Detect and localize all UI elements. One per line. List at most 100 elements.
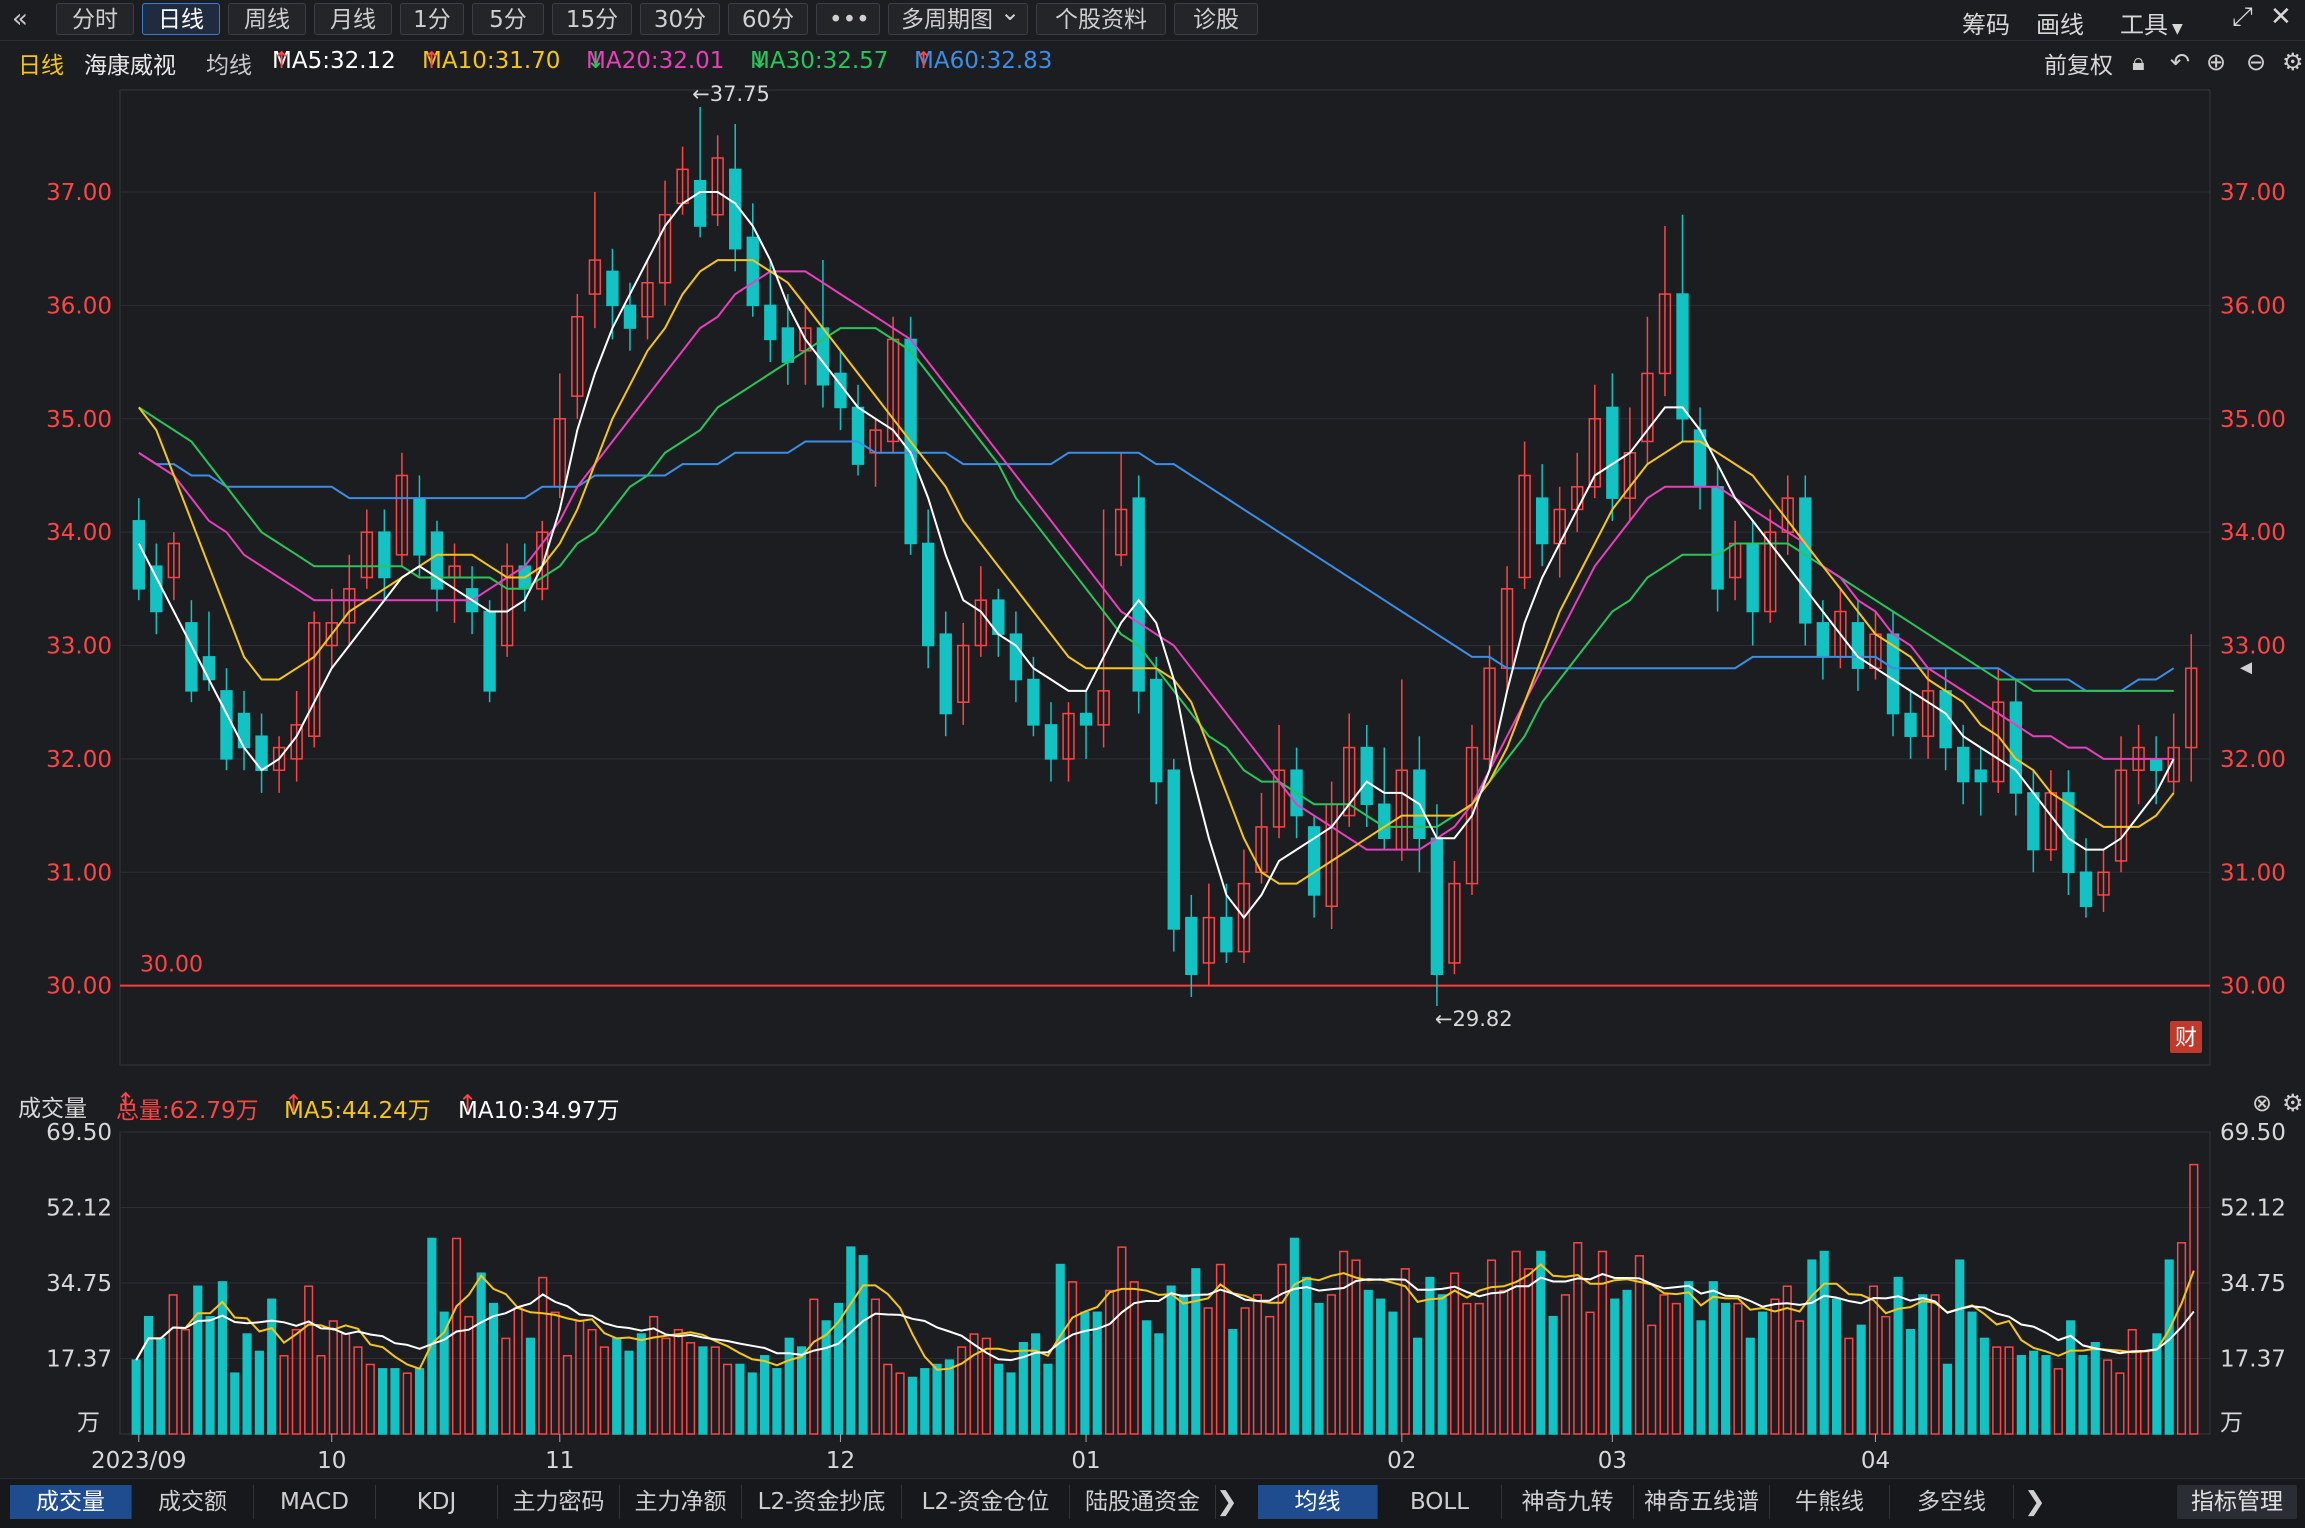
volume-bar (2115, 1372, 2125, 1435)
volume-bar (759, 1355, 770, 1435)
volume-bar (920, 1368, 930, 1435)
period-label: 日线 (18, 53, 64, 79)
candle-body (1114, 508, 1128, 556)
overlay-tab-5[interactable]: 多空线 (1890, 1485, 2014, 1519)
indicator-tab-2[interactable]: MACD (254, 1485, 376, 1519)
chevron-right-icon[interactable]: ❯ (1216, 1487, 1238, 1517)
candle-body (2149, 758, 2163, 771)
candle-body (2097, 871, 2110, 896)
y-tick-left: 37.00 (46, 180, 112, 206)
indicator-tab-4[interactable]: 主力密码 (498, 1485, 620, 1519)
candle-body (1185, 916, 1198, 976)
current-price-marker-icon (2240, 662, 2252, 675)
double-chevron-left-icon[interactable]: « (12, 4, 28, 34)
price-chart[interactable]: 37.00 37.00 36.00 36.00 35.00 35.00 34.00 34.00… (0, 80, 2305, 1085)
volume-bar (858, 1255, 868, 1435)
tools-button[interactable]: 工具 ▼ (2120, 5, 2183, 40)
undo-icon[interactable]: ↶ (2170, 48, 2191, 76)
candle-body (1974, 769, 1987, 783)
candle-body (1343, 746, 1356, 817)
candle-body (1746, 542, 1759, 613)
overlay-tab-4[interactable]: 牛熊线 (1770, 1485, 1890, 1519)
chevron-right-icon-2[interactable]: ❯ (2024, 1487, 2046, 1517)
ma5-line (137, 191, 2175, 920)
period-button-15min[interactable]: 15分 (552, 3, 632, 35)
period-button-rixian[interactable]: 日线 (142, 3, 220, 35)
adjust-mode[interactable]: 前复权 (2044, 53, 2113, 79)
candle-body (571, 315, 584, 397)
volume-bar (1228, 1328, 1238, 1435)
volume-bar (907, 1376, 917, 1435)
indicator-tab-6[interactable]: L2-资金抄底 (742, 1485, 902, 1519)
indicator-tab-8[interactable]: 陆股通资金 (1070, 1485, 1216, 1519)
volume-bar (809, 1298, 819, 1435)
close-panel-icon[interactable]: ⊗ (2252, 1089, 2273, 1117)
indicator-tab-1[interactable]: 成交额 (132, 1485, 254, 1519)
zoom-out-icon[interactable]: ⊖ (2246, 48, 2267, 76)
period-button-60min[interactable]: 60分 (728, 3, 808, 35)
volume-bar (402, 1372, 412, 1435)
overlay-tab-2[interactable]: 神奇九转 (1502, 1485, 1634, 1519)
overlay-tab-0[interactable]: 均线 (1258, 1485, 1378, 1519)
volume-bar (994, 1363, 1004, 1435)
indicator-tab-7[interactable]: L2-资金仓位 (902, 1485, 1070, 1519)
lock-icon[interactable]: 🔒︎ (2132, 48, 2145, 76)
y-tick-left: 30.00 (46, 974, 112, 1000)
volume-bar (230, 1372, 240, 1435)
y-tick-left: 35.00 (46, 407, 112, 433)
volume-bar (624, 1350, 634, 1435)
x-tick-label: 10 (317, 1448, 346, 1474)
period-button-diagnose[interactable]: 诊股 (1174, 3, 1258, 35)
period-button-yuexian[interactable]: 月线 (314, 3, 392, 35)
candle-body (1237, 882, 1251, 953)
period-button-more[interactable]: ••• (816, 3, 880, 35)
indicator-tab-5[interactable]: 主力净额 (620, 1485, 742, 1519)
overlay-tab-1[interactable]: BOLL (1378, 1485, 1502, 1519)
volume-bar (1831, 1298, 1842, 1435)
volume-bar (2152, 1333, 2162, 1435)
volume-bar (2139, 1350, 2150, 1435)
volume-bar (1055, 1263, 1065, 1435)
volume-bar (353, 1346, 363, 1435)
candle-body (764, 304, 777, 341)
volume-bar (1634, 1255, 1644, 1435)
volume-bar (723, 1363, 733, 1435)
draw-line-button[interactable]: 画线 (2036, 11, 2084, 39)
x-tick-label: 02 (1387, 1448, 1416, 1474)
candle-body (395, 474, 409, 556)
candle-body (1132, 497, 1145, 692)
candle-body (1378, 803, 1391, 840)
period-button-5min[interactable]: 5分 (472, 3, 544, 35)
period-button-fenshi[interactable]: 分时 (56, 3, 134, 35)
candle-body (1009, 633, 1023, 681)
volume-bar (673, 1328, 683, 1435)
expand-icon[interactable]: ⤢ (2232, 2, 2253, 32)
vol-y-tick-left: 69.50 (46, 1122, 112, 1146)
period-button-zhouxian[interactable]: 周线 (228, 3, 306, 35)
volume-chart[interactable]: 69.50 69.50 52.12 52.12 34.75 34.75 17.37 17.37… (0, 1122, 2305, 1478)
volume-bar (1955, 1259, 1965, 1435)
candle-body (1430, 837, 1444, 976)
candle-body (641, 281, 654, 318)
chips-button[interactable]: 筹码 (1962, 11, 2010, 39)
volume-bar (661, 1337, 671, 1435)
indicator-manage-button[interactable]: 指标管理 (2177, 1485, 2297, 1519)
volume-bar (833, 1302, 844, 1435)
volume-bar (1166, 1285, 1176, 1435)
volume-bar (1277, 1263, 1287, 1435)
ma-title[interactable]: 均线 (206, 53, 252, 79)
close-icon[interactable]: ✕ (2270, 2, 2292, 32)
settings-icon[interactable]: ⚙ (2282, 48, 2304, 76)
panel-settings-icon[interactable]: ⚙ (2282, 1089, 2304, 1117)
volume-bar (328, 1320, 338, 1435)
indicator-tab-0[interactable]: 成交量 (10, 1485, 132, 1519)
zoom-in-icon[interactable]: ⊕ (2206, 48, 2227, 76)
volume-bar (1388, 1311, 1398, 1435)
overlay-tab-3[interactable]: 神奇五线谱 (1634, 1485, 1770, 1519)
period-button-multi-period[interactable]: 多周期图 (888, 3, 1028, 35)
period-button-profile[interactable]: 个股资料 (1036, 3, 1166, 35)
volume-bar (143, 1315, 154, 1435)
indicator-tab-3[interactable]: KDJ (376, 1485, 498, 1519)
period-button-30min[interactable]: 30分 (640, 3, 720, 35)
period-button-1min[interactable]: 1分 (400, 3, 464, 35)
